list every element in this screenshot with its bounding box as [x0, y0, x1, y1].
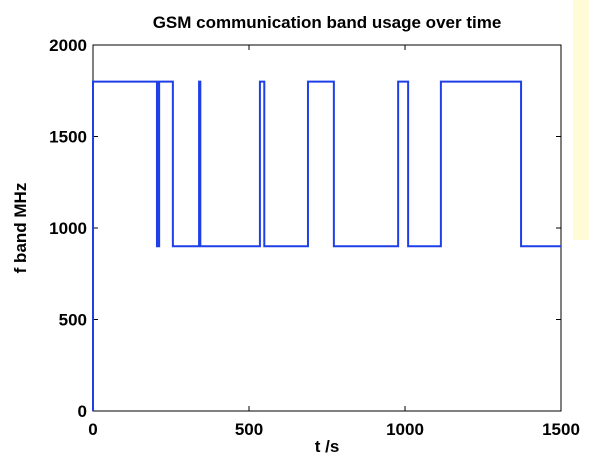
y-tick-label: 0	[78, 402, 87, 421]
y-tick-label: 1000	[49, 219, 87, 238]
y-tick-label: 1500	[49, 128, 87, 147]
background-strip	[573, 0, 589, 240]
x-axis-label: t /s	[315, 437, 340, 456]
y-tick-label: 2000	[49, 36, 87, 55]
x-tick-label: 0	[88, 420, 97, 439]
y-axis-label: f band MHz	[11, 183, 30, 274]
x-tick-label: 1000	[386, 420, 424, 439]
chart-title: GSM communication band usage over time	[153, 13, 502, 32]
x-tick-label: 1500	[542, 420, 580, 439]
y-tick-label: 500	[59, 311, 87, 330]
plot-area	[92, 44, 562, 412]
x-tick-label: 500	[235, 420, 263, 439]
data-line	[92, 80, 561, 411]
